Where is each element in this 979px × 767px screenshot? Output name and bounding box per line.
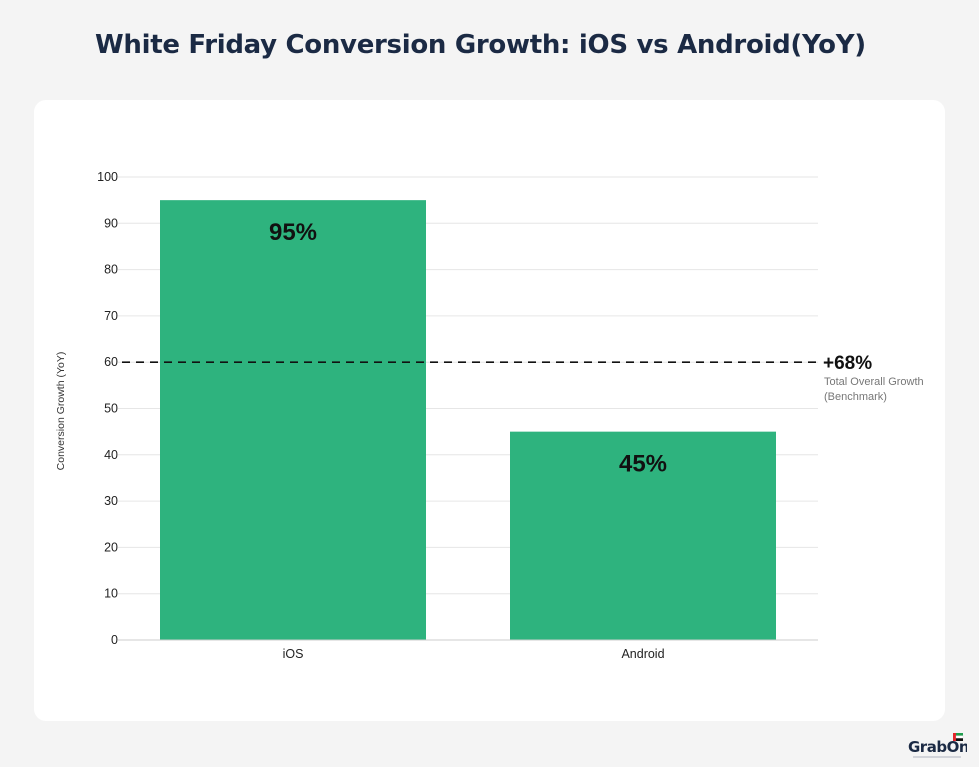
bar-android bbox=[510, 431, 776, 640]
y-tick-label: 60 bbox=[104, 355, 118, 369]
bar-ios bbox=[160, 200, 426, 640]
benchmark-reference: +68% Total Overall Growth (Benchmark) bbox=[122, 353, 924, 403]
x-tick-label-ios: iOS bbox=[283, 647, 304, 661]
y-tick-label: 80 bbox=[104, 263, 118, 277]
data-label-android: 45% bbox=[619, 451, 667, 478]
y-tick-label: 20 bbox=[104, 540, 118, 554]
uae-flag-icon bbox=[953, 733, 964, 741]
bar-chart: 0 10 20 30 40 50 60 70 80 90 100 95% 45% iOS Android… bbox=[55, 170, 924, 661]
y-tick-label: 10 bbox=[104, 587, 118, 601]
y-tick-label: 30 bbox=[104, 494, 118, 508]
y-tick-label: 0 bbox=[111, 633, 118, 647]
y-tick-label: 70 bbox=[104, 309, 118, 323]
data-label-ios: 95% bbox=[269, 219, 317, 246]
y-tick-label: 40 bbox=[104, 448, 118, 462]
brand-name: GrabOn bbox=[908, 738, 967, 756]
y-tick-label: 50 bbox=[104, 402, 118, 416]
y-tick-label: 90 bbox=[104, 216, 118, 230]
page-title: White Friday Conversion Growth: iOS vs A… bbox=[95, 30, 866, 60]
y-axis-title: Conversion Growth (YoY) bbox=[55, 352, 67, 471]
x-axis-ticks: iOS Android bbox=[283, 647, 665, 661]
y-tick-label: 100 bbox=[97, 170, 118, 184]
bars bbox=[160, 200, 776, 640]
benchmark-caption: (Benchmark) bbox=[824, 391, 887, 403]
y-axis-ticks: 0 10 20 30 40 50 60 70 80 90 100 bbox=[97, 170, 118, 647]
x-tick-label-android: Android bbox=[621, 647, 664, 661]
benchmark-value-label: +68% bbox=[823, 353, 872, 374]
chart-card: 0 10 20 30 40 50 60 70 80 90 100 95% 45% iOS Android… bbox=[34, 100, 945, 721]
benchmark-caption: Total Overall Growth bbox=[824, 376, 924, 388]
data-labels: 95% 45% bbox=[269, 219, 667, 478]
brand-logo: GrabOn bbox=[905, 732, 970, 760]
